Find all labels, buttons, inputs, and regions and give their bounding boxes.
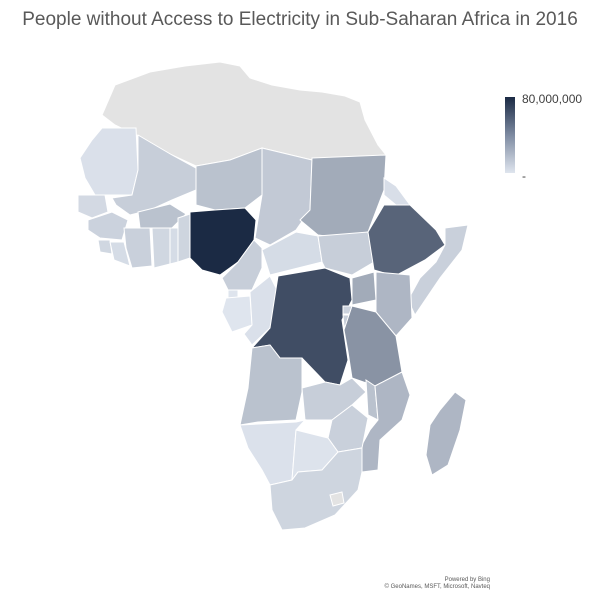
region-uganda[interactable] [351,271,377,306]
legend-max-label: 80,000,000 [522,92,583,106]
region-republic-of-congo[interactable] [243,275,279,346]
region-benin[interactable] [177,213,191,263]
region-kenya[interactable] [375,271,413,337]
region-south-africa[interactable] [269,447,363,531]
region-chad[interactable] [254,147,313,246]
attribution-line-2: © GeoNames, MSFT, Microsoft, Navteq [384,584,490,590]
region-ghana[interactable] [151,227,171,269]
region-lesotho[interactable] [329,491,345,507]
region-sierra-leone[interactable] [97,239,113,255]
region-gabon[interactable] [221,295,253,333]
region-mauritania[interactable] [79,127,139,196]
region-madagascar[interactable] [425,391,467,476]
region-mozambique[interactable] [357,371,411,473]
region-senegal[interactable] [77,194,109,219]
attribution-line-1: Powered by Bing [444,577,490,583]
region-angola[interactable] [239,344,303,426]
region-liberia[interactable] [109,241,131,267]
map-attribution: Powered by Bing © GeoNames, MSFT, Micros… [360,577,490,591]
map-title: People without Access to Electricity in … [22,9,578,30]
legend-min-label: - [522,169,526,183]
region-guinea[interactable] [87,211,129,241]
legend-color-scale [505,97,515,173]
region-eritrea[interactable] [383,177,411,206]
region-zambia[interactable] [301,377,367,421]
region-cameroon[interactable] [221,239,263,291]
region-togo[interactable] [169,227,179,265]
